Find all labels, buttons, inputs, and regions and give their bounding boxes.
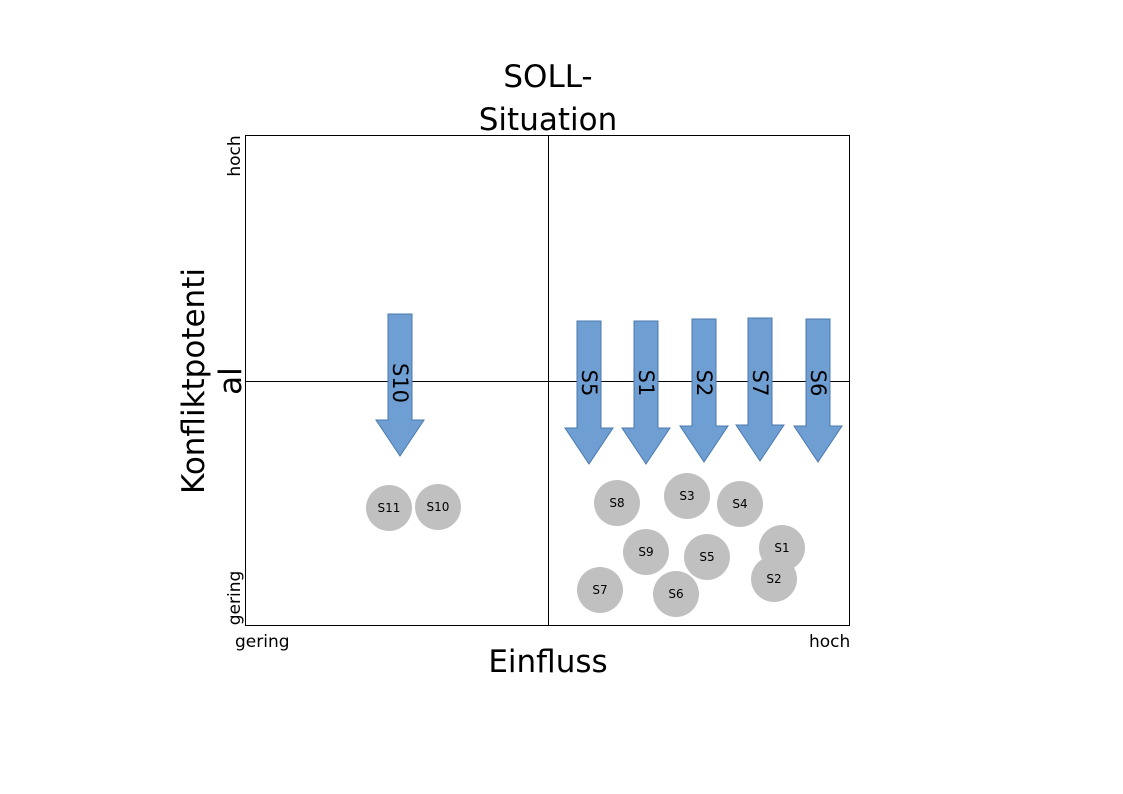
stakeholder-label: S9: [638, 545, 653, 559]
x-axis-label: Einfluss: [488, 644, 608, 680]
arrow-down-icon: [679, 318, 729, 463]
stakeholder-circle: [623, 529, 669, 575]
vertical-divider: [548, 136, 549, 625]
stakeholder-label: S3: [679, 489, 694, 503]
arrow-label: S2: [692, 370, 716, 397]
title-line-2: Situation: [478, 102, 618, 138]
stakeholder-label: S8: [609, 496, 624, 510]
stakeholder-label: S1: [774, 541, 789, 555]
stakeholder-circle: [684, 534, 730, 580]
arrow-label: S10: [388, 363, 412, 403]
stakeholder-label: S11: [378, 501, 401, 515]
stakeholder-circle: [594, 480, 640, 526]
stakeholder-circle: [664, 473, 710, 519]
arrow-label: S6: [806, 370, 830, 397]
stakeholder-label: S5: [699, 550, 714, 564]
stakeholder-circle: [415, 484, 461, 530]
x-tick-low: gering: [235, 632, 290, 652]
stakeholder-label: S6: [668, 587, 683, 601]
arrow-label: S1: [634, 370, 658, 397]
arrow-down-icon: [564, 320, 614, 465]
stakeholder-label: S2: [766, 572, 781, 586]
stakeholder-label: S10: [427, 500, 450, 514]
stakeholder-circle: [717, 481, 763, 527]
stakeholder-circle: [577, 567, 623, 613]
arrow-down-icon: [793, 318, 843, 463]
arrow-label: S7: [748, 370, 772, 397]
plot-area: [245, 135, 850, 626]
stakeholder-circle: [366, 485, 412, 531]
stakeholder-label: S4: [732, 497, 747, 511]
title-line-1: SOLL-: [503, 59, 593, 95]
arrow-label: S5: [577, 370, 601, 397]
stakeholder-circle: [751, 556, 797, 602]
x-tick-high: hoch: [809, 632, 851, 652]
arrow-down-icon: [735, 317, 785, 462]
horizontal-divider: [246, 381, 849, 382]
arrow-down-icon: [375, 313, 425, 457]
stakeholder-label: S7: [592, 583, 607, 597]
stakeholder-circle: [653, 571, 699, 617]
chart-title: SOLL- Situation: [458, 56, 638, 142]
arrow-down-icon: [621, 320, 671, 465]
